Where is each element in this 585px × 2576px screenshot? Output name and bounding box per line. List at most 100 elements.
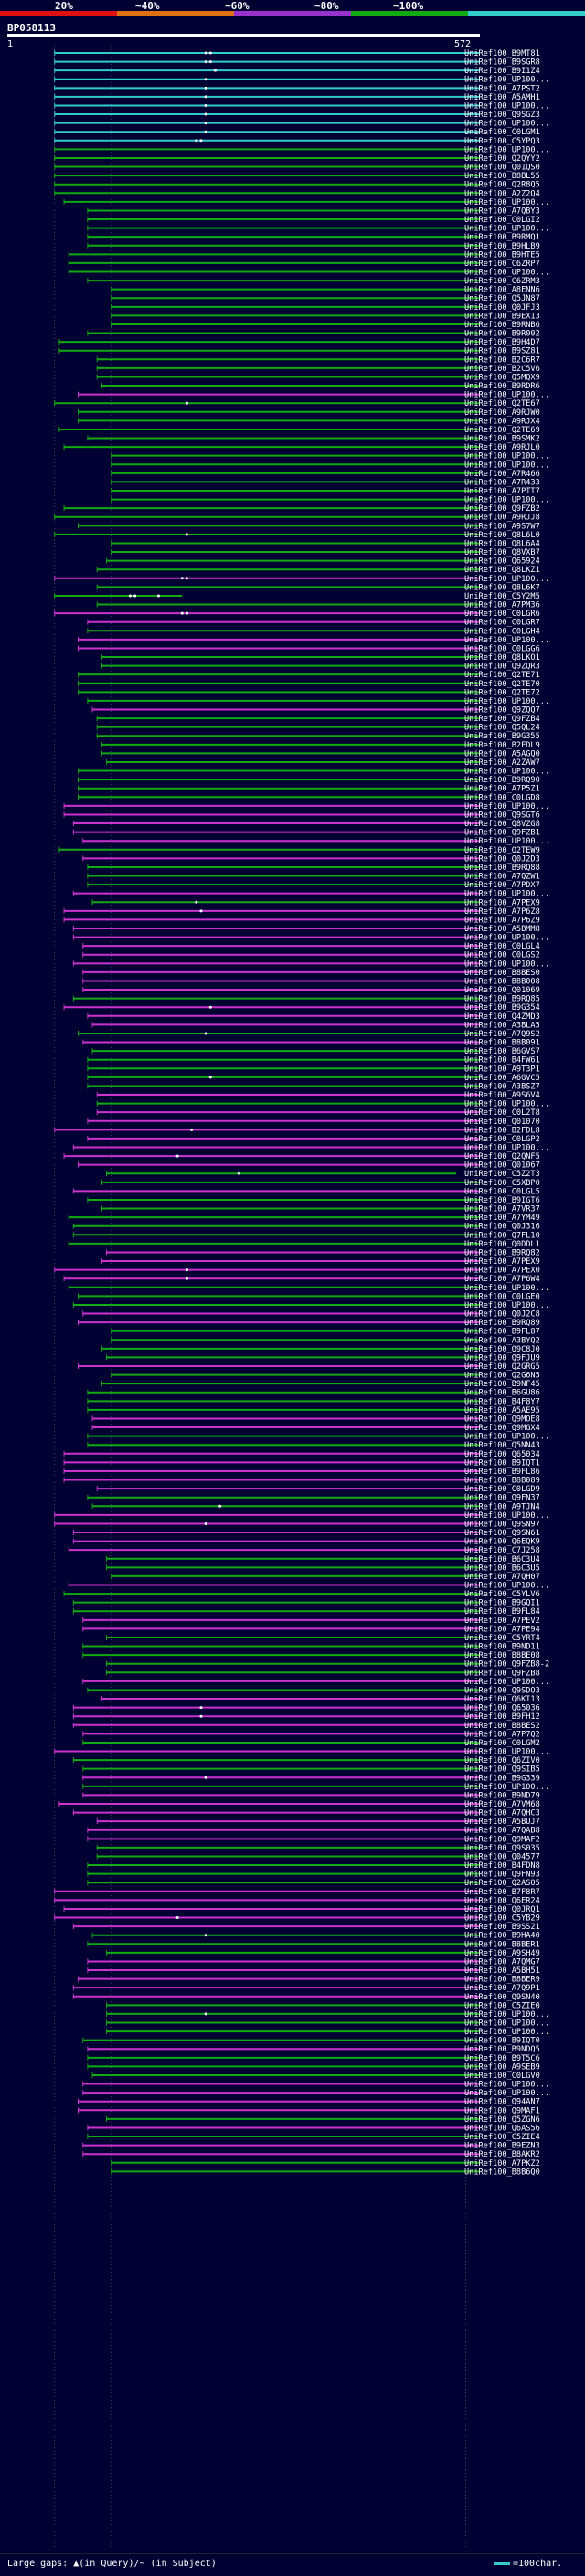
gap-marker [199,1706,203,1710]
hit-label: UniRef100_C0LGL5 [464,1187,540,1196]
hit-label: UniRef100_Q6AS56 [464,2124,540,2133]
hit-label: UniRef100_Q6KI13 [464,1695,540,1704]
hit-label: UniRef100_B6GVS7 [464,1047,540,1056]
gap-marker [204,2012,207,2016]
hit-label: UniRef100_Q2R8Q5 [464,181,540,190]
hit-label: UniRef100_B9RQ82 [464,1248,540,1257]
hit-label: UniRef100_C0LGL4 [464,942,540,951]
hit-label: UniRef100_B9RNB6 [464,321,540,330]
hit-label: UniRef100_Q2TE70 [464,680,540,689]
hit-label: UniRef100_Q9ZQQ7 [464,706,540,716]
gap-marker [195,900,198,904]
hit-label: UniRef100_Q0JFJ3 [464,303,540,313]
hit-label: UniRef100_B9SMK2 [464,435,540,444]
hit-label: UniRef100_B9FH12 [464,1712,540,1722]
hit-label: UniRef100_Q8L6A4 [464,539,540,548]
hit-label: UniRef100_A6GVC5 [464,1074,540,1083]
gap-marker [176,1916,179,1920]
hit-label: UniRef100_B9SZ81 [464,347,540,356]
hit-label: UniRef100_B2C5V6 [464,365,540,374]
hit-label: UniRef100_Q0J2C8 [464,1310,540,1320]
hit-label: UniRef100_B9IQT0 [464,2037,540,2046]
hit-label: UniRef100_Q9SN97 [464,1520,540,1529]
hit-label: UniRef100_B9RQ89 [464,1319,540,1328]
hit-label: UniRef100_UP100... [464,697,549,706]
hit-label: UniRef100_UP100... [464,768,549,777]
hit-label: UniRef100_UP100... [464,802,549,811]
footer-divider [0,2553,585,2554]
gap-marker [176,1154,179,1158]
hit-label: UniRef100_A9SH49 [464,1949,540,1958]
hit-label: UniRef100_Q6ER24 [464,1896,540,1905]
gap-marker [156,594,160,598]
hit-label: UniRef100_A3BLA5 [464,1021,540,1030]
hit-label: UniRef100_C0LGE0 [464,1292,540,1301]
hit-label: UniRef100_B7F8R7 [464,1888,540,1897]
hit-label: UniRef100_B9RDR6 [464,382,540,391]
query-start-position: 1 [7,39,14,49]
hit-label: UniRef100_UP100... [464,2028,549,2037]
gap-marker [180,611,184,615]
hit-label: UniRef100_C5YRT4 [464,1634,540,1643]
hit-label: UniRef100_B9G355 [464,732,540,741]
hit-label: UniRef100_UP100... [464,1582,549,1591]
hit-label: UniRef100_B8BES0 [464,969,540,978]
hit-label: UniRef100_A7QMG7 [464,1957,540,1966]
hit-label: UniRef100_A5AMH1 [464,93,540,102]
gap-marker [208,51,212,55]
hit-label: UniRef100_UP100... [464,890,549,899]
hit-label: UniRef100_Q8L6K7 [464,583,540,592]
gap-marker [204,95,207,99]
hit-label: UniRef100_UP100... [464,934,549,943]
hit-label: UniRef100_B9HTE5 [464,250,540,260]
hit-label: UniRef100_C0LGD9 [464,1485,540,1494]
hit-label: UniRef100_A7VR37 [464,1205,540,1214]
gap-marker [204,86,207,90]
hit-label: UniRef100_UP100... [464,1783,549,1792]
identity-scale: 20% ~40% ~60% ~80% ~100% [0,0,585,20]
hit-label: UniRef100_B8BL55 [464,172,540,181]
hit-label: UniRef100_UP100... [464,1433,549,1442]
gap-marker [204,122,207,125]
gap-marker [208,1005,212,1009]
hit-label: UniRef100_Q2TEW9 [464,846,540,855]
hit-label: UniRef100_A9TJN4 [464,1502,540,1511]
hit-label: UniRef100_Q9SIB5 [464,1765,540,1775]
hit-label: UniRef100_A7Q9P1 [464,1984,540,1993]
hit-label: UniRef100_C6ZRP7 [464,260,540,269]
hit-label: UniRef100_Q9SDO3 [464,1686,540,1695]
hit-label: UniRef100_B9T5C6 [464,2054,540,2063]
hit-label: UniRef100_Q01069 [464,986,540,995]
gap-marker [199,1714,203,1718]
hit-label: UniRef100_B9FL87 [464,1328,540,1337]
hit-label: UniRef100_B8BER1 [464,1940,540,1949]
hit-label: UniRef100_A7VM68 [464,1800,540,1809]
hit-label: UniRef100_A7Q9S2 [464,1030,540,1039]
hit-label: UniRef100_UP100... [464,2081,549,2090]
hit-label: UniRef100_B9GQI1 [464,1599,540,1608]
hit-label: UniRef100_Q9SN61 [464,1529,540,1538]
hit-label: UniRef100_C5Y2M5 [464,592,540,601]
hit-label: UniRef100_B2FDL8 [464,1126,540,1135]
gap-marker [204,1934,207,1937]
hit-label: UniRef100_B9RQ90 [464,776,540,785]
hit-label: UniRef100_B4F8Y7 [464,1397,540,1406]
hit-label: UniRef100_A7R433 [464,478,540,487]
hit-label: UniRef100_B9FL86 [464,1468,540,1477]
hit-label: UniRef100_A7QBY3 [464,207,540,216]
hit-label: UniRef100_C0LGP2 [464,1135,540,1144]
hit-label: UniRef100_B9RMQ1 [464,233,540,242]
hit-label: UniRef100_Q65036 [464,1704,540,1713]
hit-label: UniRef100_UP100... [464,1511,549,1521]
hit-label: UniRef100_C0LGD8 [464,793,540,802]
hit-label: UniRef100_B9RQ88 [464,864,540,873]
hit-label: UniRef100_Q9FN37 [464,1494,540,1503]
hit-label: UniRef100_A9RJX4 [464,417,540,426]
hit-label: UniRef100_Q65034 [464,1450,540,1459]
hit-label: UniRef100_A7P6Z8 [464,907,540,917]
hit-label: UniRef100_UP100... [464,101,549,111]
hit-label: UniRef100_A7P6Z9 [464,916,540,925]
hit-label: UniRef100_Q01067 [464,1161,540,1171]
gap-marker [204,1776,207,1779]
